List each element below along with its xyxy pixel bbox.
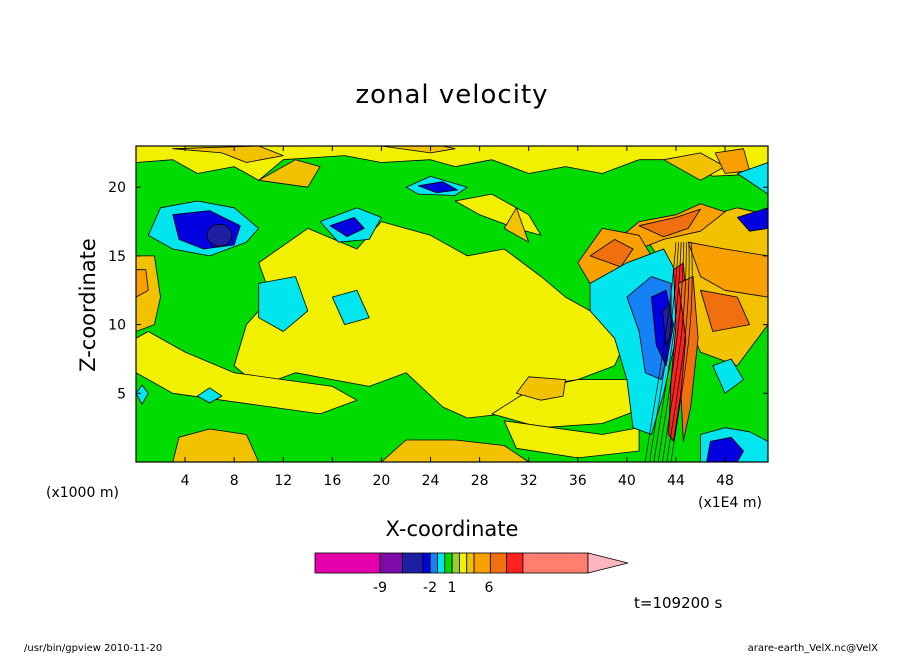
y-axis: 5 10 15 20 — [108, 180, 768, 402]
x-tick-label: 16 — [323, 473, 341, 489]
contour-cyan-left-edge — [136, 384, 149, 405]
colorbar-label: -9 — [373, 580, 387, 596]
colorbar-label: 1 — [448, 580, 457, 596]
contour-cyan-top-right — [736, 162, 768, 195]
y-tick-label: 20 — [108, 180, 126, 196]
x-tick-label: 36 — [569, 473, 587, 489]
contour-cyan-right — [712, 358, 744, 394]
x-axis: 4 8 12 16 20 24 28 32 36 40 44 48 — [181, 146, 734, 489]
x-tick-label: 20 — [373, 473, 391, 489]
contour-line-jet — [657, 242, 685, 462]
x-tick-label: 12 — [274, 473, 292, 489]
contour-orange-left-edge-inner — [136, 269, 149, 298]
contour-line-jet — [653, 242, 682, 462]
contour-orange-upper-mid — [503, 207, 530, 243]
colorbar-segment — [422, 552, 431, 574]
contour-cyan-mid-left — [258, 276, 309, 332]
colorbar-segment — [314, 552, 381, 574]
colorbar-segment — [473, 552, 491, 574]
contour-darkorange-mid-right — [589, 239, 634, 268]
plot-frame — [135, 145, 769, 463]
contour-darkorange-right — [700, 289, 750, 332]
x-tick-label: 8 — [230, 473, 239, 489]
colorbar — [314, 552, 629, 574]
contour-field — [136, 146, 768, 462]
contour-orange-top-3 — [381, 146, 456, 154]
footer-right: arare-earth_VelX.nc@VelX — [748, 643, 879, 654]
contour-blue-right-edge — [736, 207, 768, 232]
contour-line-jet — [666, 242, 690, 462]
contour-cyan-small — [197, 387, 223, 404]
x-tick-label: 4 — [181, 473, 190, 489]
colorbar-label: -2 — [423, 580, 437, 596]
contour-line-jet — [644, 242, 677, 462]
x-tick-label: 28 — [471, 473, 489, 489]
colorbar-segment — [429, 552, 438, 574]
x-tick-label: 24 — [422, 473, 440, 489]
contour-orange-lower-left — [172, 428, 260, 462]
colorbar-labels: -9 -2 1 6 — [373, 580, 494, 596]
colorbar-segment — [402, 552, 424, 574]
x-axis-title: X-coordinate — [386, 517, 519, 541]
colorbar-segment — [466, 552, 475, 574]
contour-orange-right-mid — [687, 241, 768, 298]
contour-yellow-lower-left — [136, 331, 358, 415]
contour-orange-top-2 — [258, 159, 321, 188]
colorbar-segment — [522, 552, 589, 574]
colorbar-segment — [451, 552, 460, 574]
colorbar-segment — [459, 552, 468, 574]
contour-blue-upper-center — [329, 217, 365, 238]
contour-darkorange-upper-right — [638, 208, 701, 238]
x-unit-label: (x1E4 m) — [698, 495, 762, 511]
contour-yellow-lower-right — [503, 420, 640, 459]
contour-blue-top-center — [417, 181, 458, 194]
contour-cyan-mid — [331, 289, 370, 325]
contour-blue-lower-right — [706, 436, 744, 462]
x-tick-label: 32 — [520, 473, 538, 489]
contour-line-jet — [662, 242, 687, 462]
contour-orange-small — [516, 376, 566, 401]
colorbar-arrow — [587, 552, 629, 574]
contour-navy-upper-left — [206, 223, 233, 247]
plot-area — [136, 146, 768, 462]
contour-line-jet — [670, 242, 693, 462]
contour-navy-jet — [662, 303, 673, 346]
y-unit-label: (x1000 m) — [46, 485, 119, 501]
x-tick-label: 40 — [618, 473, 636, 489]
y-tick-label: 10 — [108, 318, 126, 334]
contour-orange-lower-center — [381, 439, 530, 462]
chart-title: zonal velocity — [355, 80, 548, 110]
footer-left: /usr/bin/gpview 2010-11-20 — [24, 643, 162, 654]
colorbar-segment — [489, 552, 508, 574]
time-label: t=109200 s — [634, 594, 722, 612]
y-tick-label: 15 — [108, 249, 126, 265]
colorbar-segment — [379, 552, 403, 574]
x-tick-label: 48 — [716, 473, 734, 489]
colorbar-segment — [444, 552, 453, 574]
y-axis-title: Z-coordinate — [76, 238, 100, 372]
contour-line-jet — [649, 242, 679, 462]
colorbar-segment — [506, 552, 524, 574]
y-tick-label: 5 — [117, 386, 126, 402]
colorbar-label: 6 — [485, 580, 494, 596]
colorbar-segment — [437, 552, 446, 574]
x-tick-label: 44 — [667, 473, 685, 489]
